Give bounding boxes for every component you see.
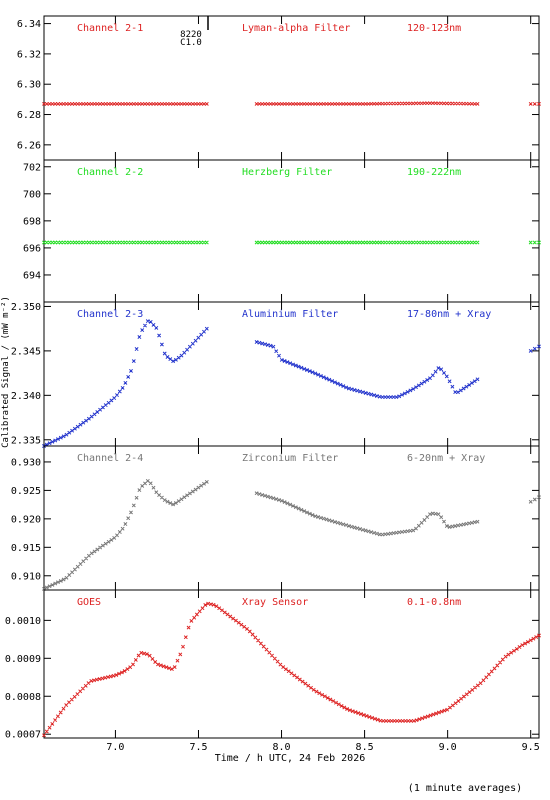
panel-label: Channel 2-4 [77, 453, 143, 464]
y-tick-label: 0.930 [11, 457, 41, 468]
x-tick-label: 7.0 [106, 742, 124, 753]
y-tick-label: 702 [23, 162, 41, 173]
y-tick-label: 6.32 [17, 49, 41, 60]
data-series [254, 240, 480, 245]
y-tick-label: 0.910 [11, 571, 41, 582]
y-tick-label: 6.28 [17, 110, 41, 121]
panel-label: 0.1-0.8nm [407, 597, 461, 608]
data-series [528, 495, 541, 504]
panel-label: 190-222nm [407, 167, 461, 178]
panel-frame [43, 15, 540, 161]
y-tick-label: 2.340 [11, 391, 41, 402]
x-tick-label: 8.0 [273, 742, 291, 753]
panel-label: Herzberg Filter [242, 167, 332, 178]
panel-frame [43, 589, 540, 739]
panel-label: 120-123nm [407, 23, 461, 34]
data-series [42, 601, 541, 738]
y-tick-label: 698 [23, 216, 41, 227]
panel-label: 17-80nm + Xray [407, 309, 491, 320]
panel-label: Xray Sensor [242, 597, 308, 608]
data-series [528, 240, 541, 245]
data-series [254, 101, 480, 106]
panel-label: Channel 2-3 [77, 309, 143, 320]
panel-label: Aluminium Filter [242, 309, 338, 320]
y-axis-label: Calibrated Signal / (mW m⁻²) [1, 296, 11, 448]
data-series [42, 478, 209, 591]
x-tick-label: 8.5 [356, 742, 374, 753]
panel-label: Zirconium Filter [242, 453, 338, 464]
y-tick-label: 6.34 [17, 19, 41, 30]
y-tick-label: 0.925 [11, 486, 41, 497]
data-series [254, 340, 480, 400]
data-series [528, 101, 541, 106]
panel-label: Channel 2-2 [77, 167, 143, 178]
data-series [42, 319, 209, 448]
x-tick-label: 9.5 [522, 742, 540, 753]
y-tick-label: 0.0009 [5, 654, 41, 665]
y-tick-label: 2.350 [11, 302, 41, 313]
flare-marker-top: 8220 [180, 30, 202, 40]
y-tick-label: 696 [23, 243, 41, 254]
y-tick-label: 0.915 [11, 543, 41, 554]
panel-label: Lyman-alpha Filter [242, 23, 350, 34]
y-tick-label: 0.0008 [5, 692, 41, 703]
panel-label: Channel 2-1 [77, 23, 143, 34]
flare-marker-bottom: C1.0 [180, 38, 202, 48]
data-series [528, 344, 541, 353]
data-series [42, 101, 209, 106]
panel-label: 6-20nm + Xray [407, 453, 485, 464]
footnote: (1 minute averages) [408, 783, 522, 794]
panel-frame [43, 445, 540, 591]
panel-frame [43, 301, 540, 447]
y-tick-label: 0.0010 [5, 616, 41, 627]
panel-frame [43, 159, 540, 303]
x-tick-label: 9.0 [439, 742, 457, 753]
y-tick-label: 0.920 [11, 514, 41, 525]
y-tick-label: 700 [23, 189, 41, 200]
data-series [42, 240, 209, 245]
x-axis-label: Time / h UTC, 24 Feb 2026 [215, 753, 366, 764]
y-tick-label: 694 [23, 270, 41, 281]
panel-label: GOES [77, 597, 101, 608]
y-tick-label: 2.345 [11, 346, 41, 357]
y-tick-label: 6.30 [17, 80, 41, 91]
x-tick-label: 7.5 [189, 742, 207, 753]
y-tick-label: 2.335 [11, 435, 41, 446]
data-series [254, 491, 480, 537]
y-tick-label: 6.26 [17, 140, 41, 151]
y-tick-label: 0.0007 [5, 730, 41, 741]
